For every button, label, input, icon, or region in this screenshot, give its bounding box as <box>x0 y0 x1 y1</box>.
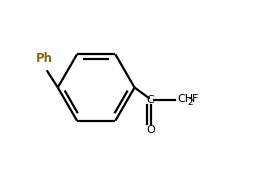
Text: C: C <box>147 95 155 105</box>
Text: 2: 2 <box>188 98 193 107</box>
Text: F: F <box>192 94 198 104</box>
Text: O: O <box>146 125 155 134</box>
Text: CH: CH <box>177 94 193 104</box>
Text: Ph: Ph <box>36 52 53 65</box>
